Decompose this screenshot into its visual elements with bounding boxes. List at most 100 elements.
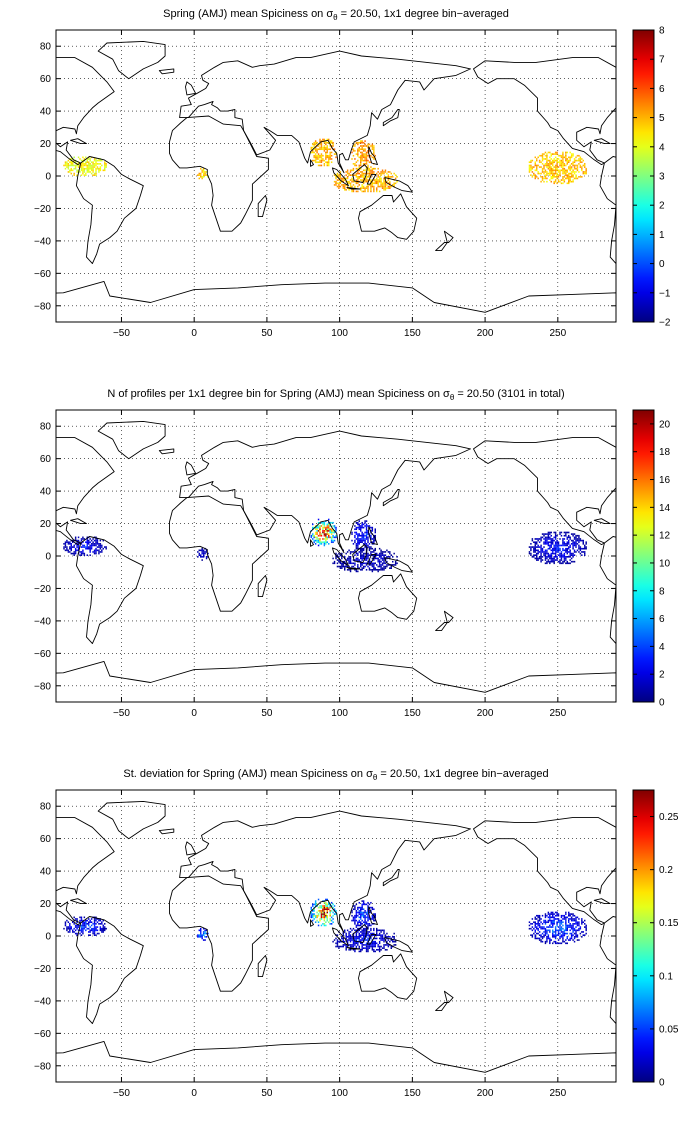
data-bin xyxy=(374,567,376,569)
x-tick-label: 150 xyxy=(404,328,421,339)
data-bin xyxy=(569,913,571,915)
data-bin xyxy=(197,556,199,558)
data-bin xyxy=(341,179,343,181)
data-bin xyxy=(557,919,560,922)
data-bin xyxy=(390,947,392,949)
data-bin xyxy=(328,921,330,924)
data-bin xyxy=(342,185,344,188)
data-bin xyxy=(352,919,355,922)
map-panel-1: Spring (AMJ) mean Spiciness on σθ = 20.5… xyxy=(34,8,671,339)
data-bin xyxy=(556,942,558,945)
data-bin xyxy=(364,143,366,146)
data-bin xyxy=(70,158,72,160)
data-bin xyxy=(351,169,353,172)
data-bin xyxy=(358,932,360,935)
data-bin xyxy=(550,556,552,558)
data-bin xyxy=(332,906,334,909)
data-bin xyxy=(373,182,375,185)
data-bin xyxy=(316,531,318,534)
data-bin xyxy=(355,931,358,933)
data-bin xyxy=(365,534,368,537)
data-bin xyxy=(568,914,570,917)
data-bin xyxy=(562,159,564,162)
data-bin xyxy=(377,945,379,948)
data-bin xyxy=(541,936,544,938)
data-bin xyxy=(351,936,353,938)
data-bin xyxy=(374,528,376,531)
data-bin xyxy=(384,177,387,180)
data-bin xyxy=(358,916,360,919)
data-bin xyxy=(197,934,199,936)
data-bin xyxy=(320,153,323,155)
data-bin xyxy=(329,913,331,915)
data-bin xyxy=(77,539,80,542)
data-bin xyxy=(533,546,535,548)
data-bin xyxy=(86,536,88,539)
data-bin xyxy=(544,171,547,173)
data-bin xyxy=(553,934,555,936)
data-bin xyxy=(85,929,87,932)
data-bin xyxy=(367,910,369,912)
data-bin xyxy=(565,942,567,945)
data-bin xyxy=(543,936,545,938)
data-bin xyxy=(392,556,394,558)
data-bin xyxy=(74,924,77,927)
data-bin xyxy=(544,543,547,545)
data-bin xyxy=(530,934,532,936)
data-bin xyxy=(360,151,362,154)
data-bin xyxy=(364,531,366,534)
data-bin xyxy=(371,528,374,531)
data-bin xyxy=(581,547,583,550)
data-bin xyxy=(325,528,327,531)
data-bin xyxy=(86,544,88,547)
data-bin xyxy=(554,164,557,167)
data-bin xyxy=(361,547,363,550)
data-bin xyxy=(371,145,374,147)
data-bin xyxy=(82,156,84,159)
data-bin xyxy=(371,143,374,146)
data-bin xyxy=(383,551,385,553)
data-bin xyxy=(553,931,555,933)
data-bin xyxy=(328,161,330,164)
data-bin xyxy=(338,174,340,176)
data-bin xyxy=(313,143,315,146)
data-bin xyxy=(572,163,574,165)
data-bin xyxy=(322,914,324,917)
data-bin xyxy=(368,184,371,186)
data-bin xyxy=(70,926,72,928)
data-bin xyxy=(534,926,536,928)
data-bin xyxy=(365,523,368,526)
data-bin xyxy=(364,565,366,568)
data-bin xyxy=(320,924,323,927)
data-bin xyxy=(562,934,564,936)
data-bin xyxy=(96,167,99,170)
data-bin xyxy=(312,150,314,152)
data-bin xyxy=(368,174,371,176)
data-bin xyxy=(568,911,570,914)
data-bin xyxy=(367,911,369,914)
data-bin xyxy=(365,544,368,547)
data-bin xyxy=(565,939,567,941)
data-bin xyxy=(554,166,557,168)
data-bin xyxy=(67,171,70,173)
data-bin xyxy=(349,944,352,946)
data-bin xyxy=(326,910,328,912)
data-bin xyxy=(570,156,573,159)
data-bin xyxy=(541,154,544,157)
data-bin xyxy=(541,163,544,165)
data-bin xyxy=(330,151,333,154)
data-bin xyxy=(563,543,566,545)
data-bin xyxy=(69,541,71,544)
data-bin xyxy=(537,924,539,927)
data-bin xyxy=(349,936,352,938)
data-bin xyxy=(371,526,374,529)
data-bin xyxy=(63,543,65,545)
data-bin xyxy=(357,927,359,930)
data-bin xyxy=(383,947,385,949)
data-bin xyxy=(197,551,199,553)
data-bin xyxy=(330,916,333,919)
data-bin xyxy=(313,534,315,537)
data-bin xyxy=(554,180,557,183)
data-bin xyxy=(573,923,576,925)
data-bin xyxy=(102,929,104,932)
